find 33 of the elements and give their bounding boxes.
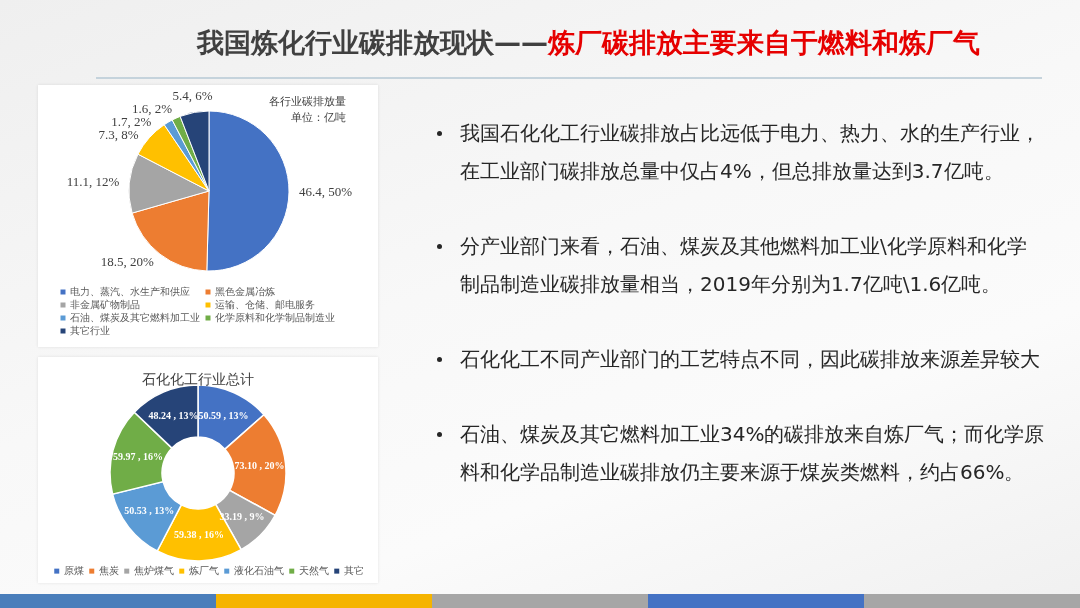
- legend-label: 石油、煤炭及其它燃料加工业: [70, 312, 200, 323]
- data-label: 59.97 , 16%: [113, 451, 164, 463]
- legend-label: 黑色金属冶炼: [215, 286, 275, 297]
- chart-title: 各行业碳排放量: [269, 95, 346, 108]
- legend-label: 液化石油气: [233, 565, 284, 577]
- data-label: 1.6, 2%: [131, 100, 173, 116]
- data-label: 5.4, 6%: [172, 87, 213, 103]
- legend-label: 非金属矿物制品: [70, 299, 140, 310]
- legend-label: 原煤: [63, 565, 84, 577]
- legend-label: 其它行业: [70, 325, 110, 336]
- legend-label: 化学原料和化学制品制造业: [215, 312, 335, 323]
- data-label: 46.4, 50%: [298, 184, 353, 200]
- data-label: 11.1, 12%: [66, 174, 120, 190]
- legend-label: 焦炉煤气: [133, 565, 174, 577]
- data-label: 18.5, 20%: [100, 254, 155, 270]
- data-label: 59.38 , 16%: [173, 528, 224, 540]
- legend-label: 运输、仓储、邮电服务: [215, 299, 315, 310]
- chart-title: 石化化工行业总计: [142, 371, 254, 387]
- text: 石化化工不同产业部门的工艺特点不同，因此碳排放来源差异较大: [460, 347, 1040, 371]
- data-label: 50.59 , 13%: [198, 410, 249, 422]
- text: 炼厂碳排放主要来自于燃料和炼厂气: [548, 27, 980, 58]
- text: 我国石化化工行业碳排放占比远低于电力、热力、水的生产行业，在工业部门碳排放总量中仅占4%，但总排放量达到3.7亿吨。: [460, 121, 1040, 183]
- legend-label: 电力、蒸汽、水生产和供应: [70, 286, 190, 297]
- legend-label: 其它: [343, 565, 364, 577]
- data-label: 50.53 , 13%: [124, 505, 175, 517]
- data-label: 73.10 , 20%: [234, 460, 285, 472]
- legend-label: 炼厂气: [188, 565, 219, 577]
- text: 我国炼化行业碳排放现状——: [197, 27, 548, 58]
- legend-label: 天然气: [298, 565, 329, 577]
- text: 石油、煤炭及其它燃料加工业34%的碳排放来自炼厂气；而化学原料和化学品制造业碳排放仍主要来源于煤炭类燃料，约占66%。: [460, 422, 1045, 484]
- text: 单位：亿吨: [291, 111, 346, 124]
- text: 分产业部门来看，石油、煤炭及其他燃料加工业\化学原料和化学制品制造业碳排放量相当，2019年分别为1.7亿吨\1.6亿吨。: [460, 234, 1027, 296]
- legend-label: 焦炭: [98, 565, 119, 577]
